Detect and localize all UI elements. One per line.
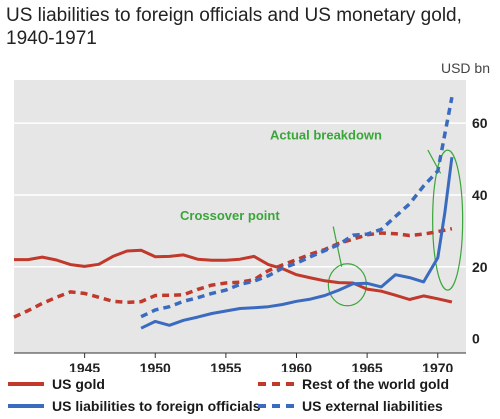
annotation-crossover-point: Crossover point <box>180 208 280 223</box>
legend-label-rest-world-gold: Rest of the world gold <box>302 376 449 392</box>
y-tick-label-40: 40 <box>472 187 488 203</box>
y-tick-label-60: 60 <box>472 115 488 131</box>
x-tick-label-1960: 1960 <box>281 360 312 372</box>
line-chart: 1945 1950 1955 1960 1965 1970 0 20 40 60 Actual b… <box>13 80 488 372</box>
breakdown-ellipse <box>432 149 464 291</box>
legend-swatch-us-gold <box>8 382 44 386</box>
legend-item-us-gold: US gold <box>8 376 105 392</box>
annotation-actual-breakdown: Actual breakdown <box>270 127 382 142</box>
legend-swatch-us-external-liabilities <box>258 404 294 408</box>
chart-title: US liabilities to foreign officials and … <box>6 5 462 49</box>
legend-swatch-us-liabilities-officials <box>8 404 44 408</box>
y-tick-label-20: 20 <box>472 259 488 275</box>
legend-item-us-liabilities-officials: US liabilities to foreign officials <box>8 398 260 414</box>
x-tick-label-1955: 1955 <box>210 360 241 372</box>
x-tick-label-1945: 1945 <box>69 360 100 372</box>
x-tick-label-1965: 1965 <box>352 360 383 372</box>
legend-swatch-rest-world-gold <box>258 382 294 386</box>
series-us-gold <box>14 248 453 304</box>
legend-label-us-external-liabilities: US external liabilities <box>302 398 443 414</box>
series-us-external-liabilities <box>140 96 454 319</box>
series-rest-world-gold <box>13 226 453 319</box>
legend-item-us-external-liabilities: US external liabilities <box>258 398 443 414</box>
y-tick-label-0: 0 <box>472 331 480 347</box>
legend-label-us-gold: US gold <box>52 376 105 392</box>
x-tick-label-1970: 1970 <box>422 360 453 372</box>
x-tick-label-1950: 1950 <box>140 360 171 372</box>
unit-label: USD bn <box>440 60 490 76</box>
series-us-liabilities-officials <box>140 157 454 330</box>
legend: US gold Rest of the world gold US liabil… <box>0 372 500 419</box>
legend-label-us-liabilities-officials: US liabilities to foreign officials <box>52 398 261 414</box>
legend-item-rest-world-gold: Rest of the world gold <box>258 376 449 392</box>
